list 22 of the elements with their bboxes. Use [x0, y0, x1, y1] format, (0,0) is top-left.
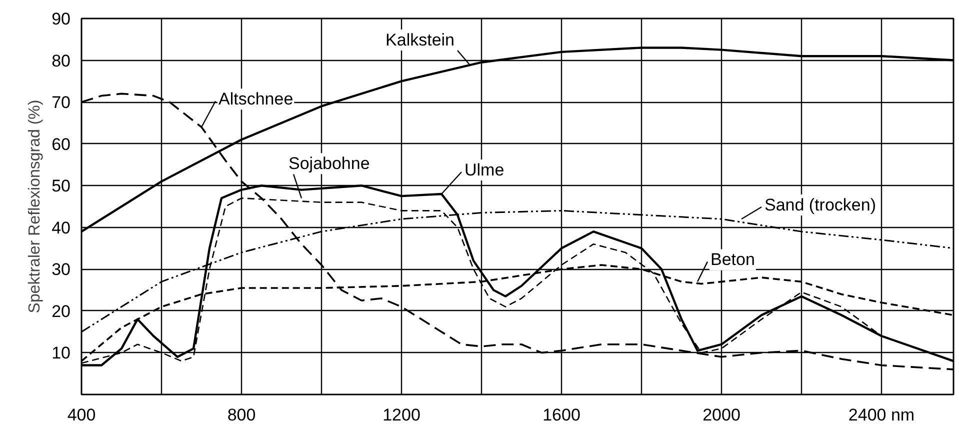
y-tick-label: 50	[52, 176, 71, 196]
annotation: Kalkstein	[386, 30, 455, 50]
x-tick-label: 800	[227, 406, 256, 424]
y-tick-label: 90	[52, 10, 71, 28]
y-tick-label: 60	[52, 134, 71, 154]
y-tick-label: 40	[52, 218, 71, 238]
annotation: Beton	[710, 250, 755, 270]
annotation: Altschnee	[218, 90, 294, 109]
y-tick-label: 70	[52, 93, 71, 112]
x-tick-label: 2400 nm	[848, 406, 915, 424]
y-tick-label: 30	[52, 260, 71, 280]
y-tick-label: 20	[52, 302, 71, 321]
annotation: Sojabohne	[288, 154, 370, 174]
annotation: Sand (trocken)	[764, 196, 876, 215]
y-tick-label: 10	[52, 344, 71, 363]
y-axis-title: Spektraler Reflexionsgrad (%)	[26, 100, 44, 314]
x-tick-label: 1600	[542, 406, 580, 424]
x-tick-label: 400	[67, 406, 96, 424]
x-tick-label: 1200	[382, 406, 420, 424]
annotation: Ulme	[464, 160, 504, 180]
x-tick-label: 2000	[702, 406, 740, 424]
y-tick-label: 80	[52, 51, 71, 70]
